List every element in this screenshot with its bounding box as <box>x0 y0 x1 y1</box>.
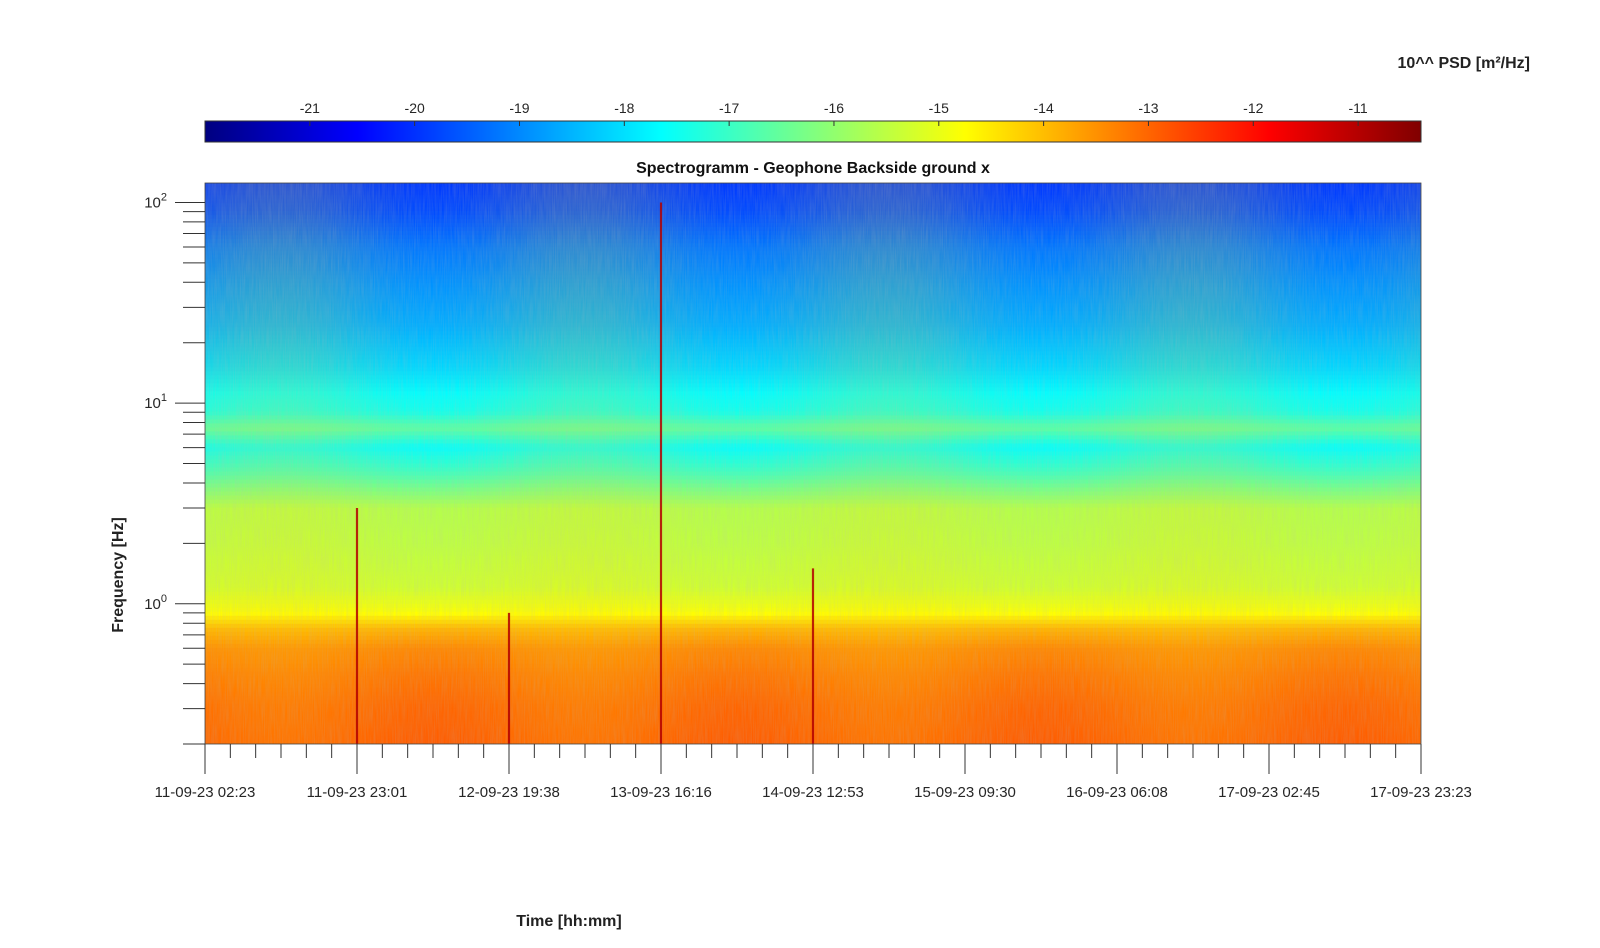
x-tick-label: 11-09-23 02:23 <box>155 784 256 801</box>
colorbar-tick-label: -19 <box>509 100 529 116</box>
colorbar: -21 -20 -19 -18 -17 -16 -15 -14 -13 -12 -11 10^^ P… <box>204 55 1530 143</box>
y-axis-label: Frequency [Hz] <box>110 517 127 633</box>
x-tick-label: 17-09-23 23:23 <box>1370 784 1472 801</box>
colorbar-tick-label: -12 <box>1243 100 1263 116</box>
colorbar-tick-label: -15 <box>929 100 949 116</box>
y-tick-label: 101 <box>144 392 167 412</box>
x-tick-label: 12-09-23 19:38 <box>458 784 560 801</box>
colorbar-tick-label: -16 <box>824 100 844 116</box>
x-tick-label: 16-09-23 06:08 <box>1066 784 1168 801</box>
colorbar-tick-label: -18 <box>614 100 634 116</box>
x-tick-label: 13-09-23 16:16 <box>610 784 712 801</box>
chart-title: Spectrogramm - Geophone Backside ground … <box>636 160 990 177</box>
x-tick-label: 15-09-23 09:30 <box>914 784 1016 801</box>
x-tick-label: 14-09-23 12:53 <box>762 784 864 801</box>
y-tick-label: 102 <box>144 191 167 211</box>
colorbar-tick-label: -11 <box>1349 100 1368 116</box>
colorbar-label: 10^^ PSD [m²/Hz] <box>1398 55 1530 72</box>
x-tick-label: 11-09-23 23:01 <box>307 784 408 801</box>
y-tick-label: 100 <box>144 593 167 613</box>
colorbar-tick-label: -20 <box>405 100 425 116</box>
x-axis: 11-09-23 02:23 11-09-23 23:01 12-09-23 19:… <box>155 744 1472 801</box>
x-axis-label: Time [hh:mm] <box>516 913 621 930</box>
colorbar-tick-label: -13 <box>1138 100 1158 116</box>
colorbar-tick-label: -14 <box>1034 100 1054 116</box>
colorbar-ticks: -21 -20 -19 -18 -17 -16 -15 -14 -13 -12 -11 <box>300 100 1368 126</box>
colorbar-tick-label: -21 <box>300 100 320 116</box>
x-tick-label: 17-09-23 02:45 <box>1218 784 1320 801</box>
y-axis: 100 101 102 <box>144 191 205 745</box>
colorbar-tick-label: -17 <box>719 100 739 116</box>
colorbar-gradient <box>204 120 1422 143</box>
spectrogram-image <box>205 183 1421 744</box>
